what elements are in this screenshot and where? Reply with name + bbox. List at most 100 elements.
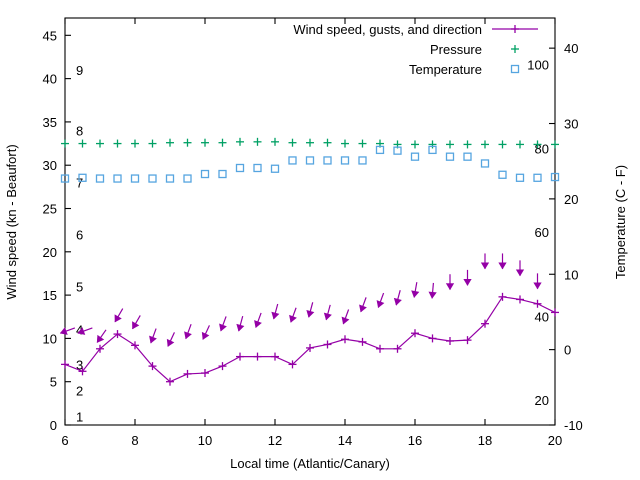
temperature-point — [323, 156, 332, 165]
legend-marker-line-plus — [492, 25, 538, 33]
chart-legend: Wind speed, gusts, and direction Pressure… — [293, 22, 538, 77]
wind-direction-arrow — [271, 303, 280, 320]
axis-titles: Local time (Atlantic/Canary) Wind speed … — [4, 144, 628, 471]
axis-ticks: 6 8 10 12 14 16 18 20051015202530354045-1001020… — [43, 18, 583, 448]
temperature-point — [130, 174, 140, 183]
y-tick-label-left: 25 — [43, 202, 57, 217]
wind-direction-arrow — [96, 329, 107, 343]
wind-direction-arrow — [533, 273, 542, 290]
series-pressure — [61, 137, 559, 149]
beaufort-label: 4 — [76, 323, 83, 338]
wind-direction-arrow — [515, 260, 525, 277]
temperature-point — [393, 146, 402, 155]
x-tick-label: 8 — [131, 433, 138, 448]
temperature-point — [95, 174, 105, 183]
fahrenheit-label: 40 — [535, 309, 549, 324]
wind-direction-arrow — [132, 315, 141, 330]
beaufort-label: 9 — [76, 63, 83, 78]
wind-direction-arrow — [428, 282, 437, 299]
y-tick-label-left: 15 — [43, 288, 57, 303]
temperature-point — [148, 174, 157, 183]
wind-direction-arrow — [341, 309, 350, 325]
temperature-point — [305, 156, 315, 165]
y-tick-label-right: 0 — [564, 343, 571, 358]
temperature-point — [515, 173, 525, 182]
wind-direction-arrow — [445, 274, 455, 291]
legend-label: Pressure — [430, 42, 482, 57]
plot-frame — [64, 17, 556, 426]
wind-direction-arrow — [393, 290, 402, 306]
temperature-point — [428, 145, 437, 155]
temperature-point — [480, 159, 490, 168]
legend-label: Temperature — [409, 62, 482, 77]
x-axis-title: Local time (Atlantic/Canary) — [230, 456, 390, 471]
beaufort-label: 7 — [76, 176, 83, 191]
series-temperature — [60, 145, 560, 183]
fahrenheit-label: 20 — [535, 393, 549, 408]
temperature-point — [463, 152, 472, 161]
series-wind-direction — [59, 253, 542, 347]
beaufort-label: 1 — [76, 409, 83, 424]
x-tick-label: 16 — [408, 433, 422, 448]
temperature-point — [113, 174, 122, 183]
wind-direction-arrow — [411, 282, 420, 298]
y-tick-label-right: 10 — [564, 267, 578, 282]
beaufort-label: 3 — [76, 357, 83, 372]
wind-direction-arrow — [201, 325, 210, 340]
x-tick-label: 6 — [61, 433, 68, 448]
temperature-point — [533, 173, 542, 182]
beaufort-scale-labels: 1 2 3 4 5 6 7 8 9 — [76, 63, 83, 424]
wind-direction-arrow — [166, 332, 175, 347]
wind-direction-arrow — [323, 304, 332, 321]
wind-direction-arrow — [219, 316, 227, 332]
wind-direction-arrow — [463, 269, 472, 286]
y-tick-label-left: 20 — [43, 245, 57, 260]
y-axis-title-left: Wind speed (kn - Beaufort) — [4, 144, 19, 299]
temperature-point — [498, 170, 507, 179]
x-tick-label: 10 — [198, 433, 212, 448]
temperature-point — [340, 156, 350, 165]
wind-direction-arrow — [59, 327, 76, 335]
temperature-point — [200, 169, 210, 179]
fahrenheit-label: 60 — [535, 225, 549, 240]
y-tick-label-left: 35 — [43, 115, 57, 130]
temperature-point — [288, 156, 297, 165]
x-tick-label: 12 — [268, 433, 282, 448]
wind-direction-arrow — [306, 302, 315, 318]
wind-direction-arrow — [254, 312, 262, 328]
y-tick-label-left: 45 — [43, 28, 57, 43]
x-tick-label: 20 — [548, 433, 562, 448]
temperature-point — [270, 164, 280, 173]
wind-direction-arrow — [376, 292, 385, 309]
temperature-point — [183, 174, 192, 183]
temperature-point — [375, 145, 385, 155]
wind-direction-arrow — [114, 308, 124, 323]
wind-direction-arrow — [359, 297, 367, 313]
wind-direction-arrow — [289, 307, 297, 323]
temperature-point — [165, 174, 175, 183]
beaufort-label: 6 — [76, 227, 83, 242]
fahrenheit-label: 80 — [535, 141, 549, 156]
series-wind-speed — [61, 292, 559, 386]
temperature-point — [78, 173, 87, 182]
temperature-point — [60, 174, 70, 183]
y-tick-label-right: 40 — [564, 41, 578, 56]
wind-direction-arrow — [480, 253, 490, 270]
y-tick-label-right: 20 — [564, 192, 578, 207]
y-axis-title-right: Temperature (C - F) — [613, 165, 628, 279]
y-tick-label-left: 5 — [50, 375, 57, 390]
fahrenheit-label: 100 — [527, 58, 549, 73]
temperature-point — [235, 163, 245, 173]
temperature-point — [253, 163, 262, 173]
temperature-point — [550, 172, 560, 182]
temperature-point — [358, 156, 367, 165]
legend-marker-square — [510, 64, 520, 74]
x-tick-label: 14 — [338, 433, 352, 448]
temperature-point — [218, 169, 227, 179]
x-tick-label: 18 — [478, 433, 492, 448]
beaufort-label: 2 — [76, 383, 83, 398]
beaufort-label: 8 — [76, 124, 83, 139]
